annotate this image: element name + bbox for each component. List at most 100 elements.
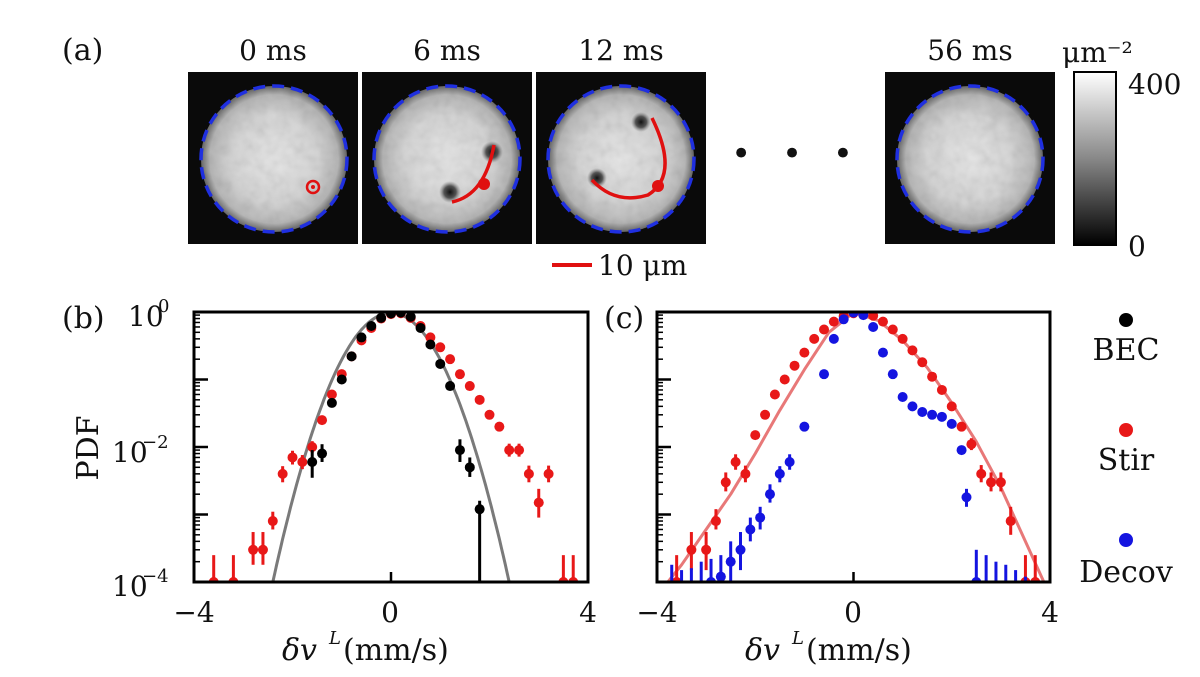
- legend-marker-bec: [1119, 313, 1133, 327]
- data-point: [838, 314, 849, 325]
- data-point: [995, 477, 1006, 488]
- data-point: [277, 468, 288, 479]
- data-point: [907, 345, 918, 356]
- plot-area: [655, 310, 1052, 601]
- y-tick-exp: 0: [158, 296, 169, 317]
- series-bec: [307, 312, 485, 582]
- x-tick-label: 0: [381, 596, 399, 629]
- panel-c-label: (c): [604, 301, 644, 336]
- legend-marker-decov: [1119, 533, 1133, 547]
- data-point: [887, 324, 898, 335]
- data-point: [686, 544, 697, 555]
- scale-bar: 10 μm: [552, 249, 687, 282]
- data-point: [725, 556, 736, 567]
- fit-curve: [271, 312, 511, 582]
- vortex: [631, 112, 651, 132]
- data-point: [740, 468, 751, 479]
- legend: BEC Stir Decov: [1079, 313, 1173, 590]
- frame-time-label: 0 ms: [239, 34, 307, 67]
- data-point: [376, 312, 387, 323]
- atom-cloud: [548, 86, 694, 232]
- data-point: [946, 418, 957, 429]
- frame-time-label: 56 ms: [927, 34, 1012, 67]
- atom-cloud: [374, 86, 520, 232]
- data-point: [966, 439, 977, 450]
- data-point: [991, 584, 1001, 594]
- y-axis-label: PDF: [71, 415, 106, 480]
- data-point: [789, 360, 800, 371]
- stirrer-marker: [652, 180, 664, 192]
- x-tick-label: −4: [173, 596, 214, 629]
- panel-a: (a) 0 ms 6 ms 12 ms: [62, 33, 1181, 282]
- data-point: [317, 448, 328, 459]
- ellipsis: • • •: [731, 134, 863, 174]
- y-tick-label-0: 10 0: [128, 296, 169, 333]
- data-point: [936, 411, 947, 422]
- x-axis-label-sup: L: [791, 628, 804, 649]
- data-point: [307, 442, 318, 452]
- data-point: [464, 462, 475, 473]
- stirrer-center: [311, 185, 315, 189]
- trap-boundary-circle: [546, 84, 696, 234]
- data-point: [267, 516, 278, 527]
- plot-content: [665, 312, 1046, 601]
- x-axis-label-unit: (mm/s): [806, 633, 912, 668]
- data-point: [1011, 591, 1021, 601]
- data-point: [435, 358, 446, 369]
- data-point: [445, 381, 456, 392]
- plot-content: [208, 312, 579, 582]
- data-point: [868, 321, 879, 332]
- data-point: [956, 421, 967, 432]
- data-point: [877, 347, 888, 358]
- legend-label-bec: BEC: [1093, 333, 1160, 368]
- panel-b-label: (b): [62, 301, 105, 336]
- trap-boundary-circle: [199, 84, 349, 234]
- y-tick-base: 10: [112, 570, 148, 603]
- data-point: [1020, 591, 1030, 601]
- colorbar-gradient: [1073, 71, 1117, 246]
- x-tick-label: 0: [844, 596, 862, 629]
- data-point: [858, 312, 869, 321]
- colorbar: μm⁻² 400 0: [1062, 36, 1181, 263]
- data-point: [917, 407, 928, 418]
- data-point: [819, 369, 830, 380]
- atom-cloud: [897, 86, 1043, 232]
- x-axis-label: δv L (mm/s): [282, 628, 449, 668]
- data-point: [750, 430, 761, 441]
- trap-boundary-circle: [372, 84, 522, 234]
- frame-0ms: 0 ms: [188, 34, 358, 244]
- data-point: [435, 342, 446, 353]
- data-point: [897, 392, 908, 403]
- frame-56ms: 56 ms: [885, 34, 1055, 244]
- data-point: [504, 445, 515, 456]
- stirrer-trajectory: [590, 117, 667, 200]
- fit-curve: [665, 312, 1046, 582]
- data-point: [677, 591, 687, 601]
- data-point: [1030, 591, 1040, 601]
- x-axis-label-unit: (mm/s): [343, 633, 449, 668]
- x-axis-label: δv L (mm/s): [745, 628, 912, 668]
- vortex: [439, 181, 461, 203]
- data-point: [735, 544, 746, 555]
- data-point: [710, 516, 721, 527]
- data-point: [927, 371, 938, 382]
- data-point: [760, 409, 771, 420]
- data-point: [799, 421, 810, 432]
- legend-label-stir: Stir: [1098, 443, 1155, 478]
- data-point: [415, 322, 426, 333]
- data-point: [474, 394, 485, 405]
- data-point: [454, 369, 465, 380]
- stirrer-marker: [478, 178, 490, 190]
- data-point: [514, 445, 525, 456]
- data-point: [454, 445, 465, 456]
- frame-time-label: 12 ms: [578, 34, 663, 67]
- data-point: [494, 421, 505, 432]
- data-point: [346, 351, 357, 362]
- data-point: [745, 524, 756, 535]
- vortex: [587, 168, 607, 188]
- data-point: [326, 397, 337, 408]
- colorbar-unit: μm⁻²: [1062, 36, 1133, 69]
- data-point: [730, 456, 741, 467]
- data-point: [976, 468, 987, 479]
